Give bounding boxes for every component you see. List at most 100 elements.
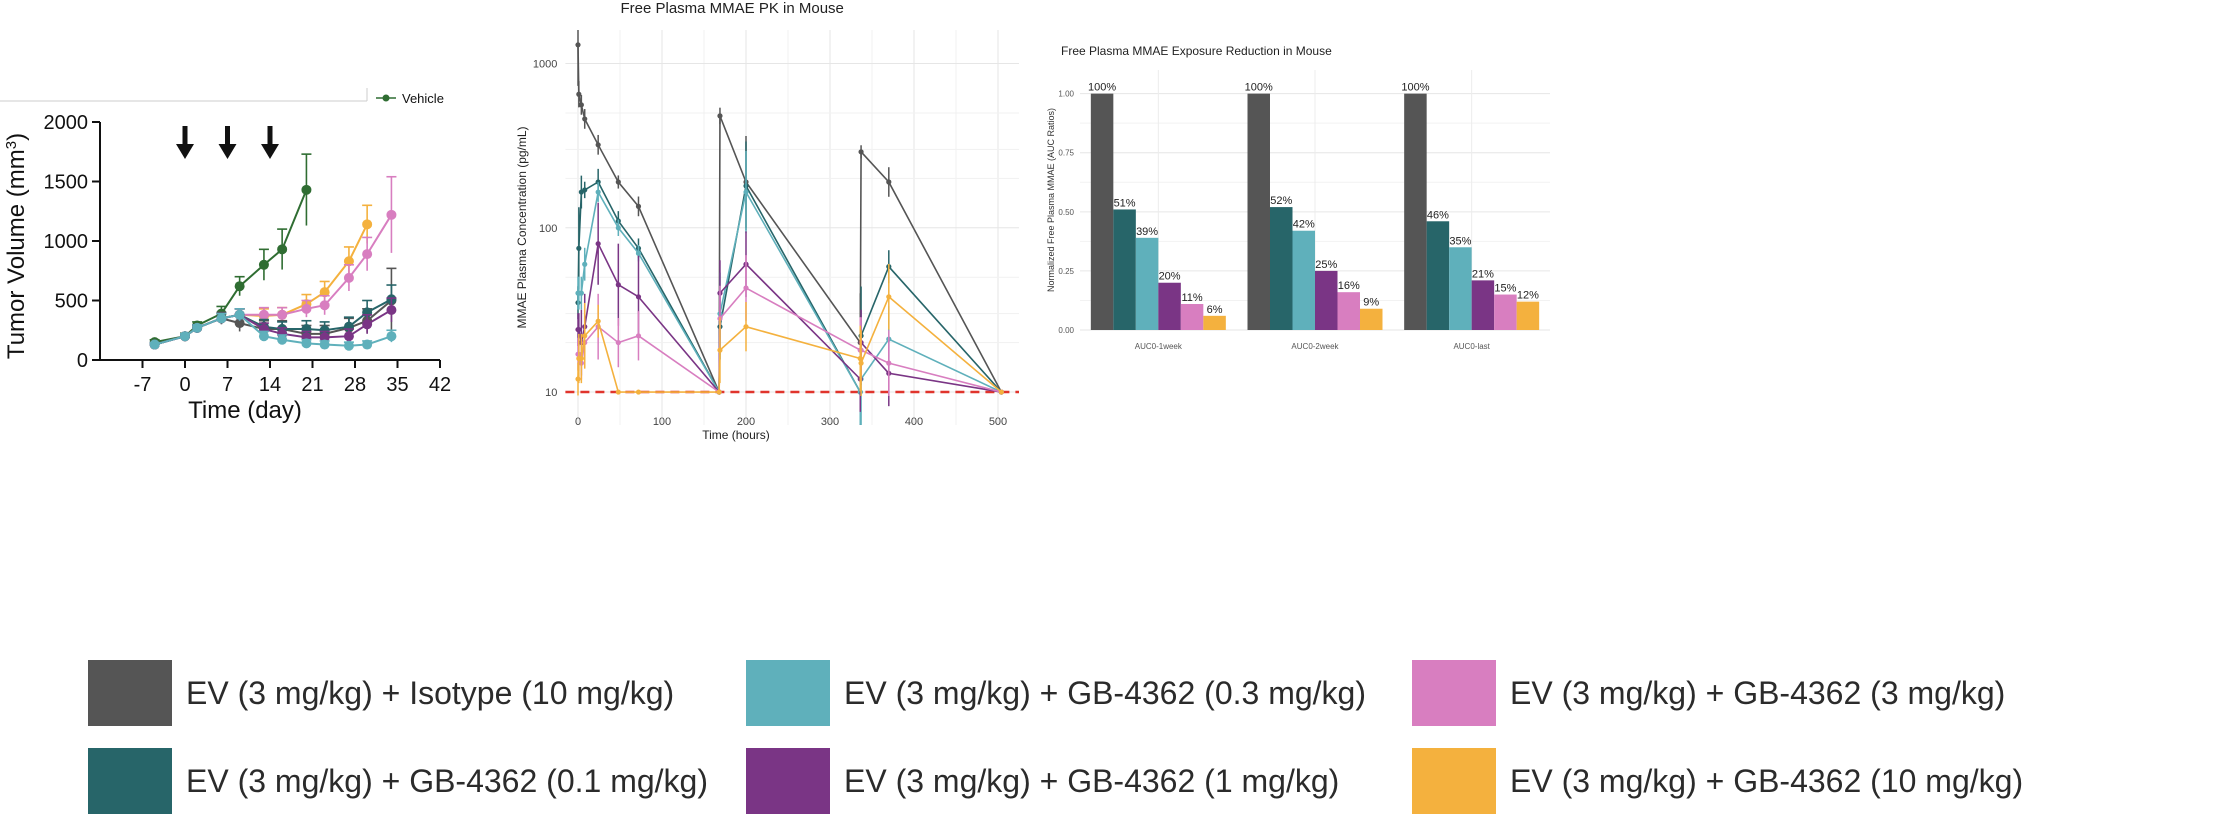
x-tick-label: 0 xyxy=(575,416,581,428)
data-point xyxy=(319,325,330,336)
data-point xyxy=(717,347,723,353)
data-point xyxy=(635,203,642,209)
data-point xyxy=(575,376,581,382)
y-tick-label: 0.50 xyxy=(1058,208,1074,217)
legend-swatch xyxy=(88,660,172,726)
bar xyxy=(1270,207,1293,330)
data-point xyxy=(319,287,330,298)
y-tick-label: 2000 xyxy=(44,112,89,134)
y-tick-label: 1.00 xyxy=(1058,90,1074,99)
data-point xyxy=(615,389,621,395)
inset-legend-label: Vehicle xyxy=(402,91,444,106)
data-point xyxy=(595,241,601,247)
legend-label: EV (3 mg/kg) + GB-4362 (0.3 mg/kg) xyxy=(844,674,1366,711)
bar-label: 16% xyxy=(1338,280,1360,292)
y-tick-label: 1500 xyxy=(44,172,89,194)
data-point xyxy=(998,389,1004,395)
data-point xyxy=(258,259,269,270)
legend-label: EV (3 mg/kg) + GB-4362 (0.1 mg/kg) xyxy=(186,762,708,799)
y-tick-label: 0.75 xyxy=(1058,149,1074,158)
data-point xyxy=(716,389,722,395)
bar-label: 21% xyxy=(1472,268,1494,280)
y-tick-label: 100 xyxy=(539,223,557,235)
y-axis-title: Tumor Volume (mm3) xyxy=(3,133,31,359)
inset-legend-marker xyxy=(382,94,390,102)
bar xyxy=(1516,301,1540,330)
data-point xyxy=(578,355,584,362)
data-point xyxy=(857,355,863,362)
y-tick-label: 0.25 xyxy=(1058,267,1074,276)
series-line xyxy=(577,44,1003,393)
data-point xyxy=(743,285,749,291)
data-point xyxy=(886,179,892,185)
grid xyxy=(565,30,1019,425)
bar xyxy=(1404,93,1427,331)
bar-label: 12% xyxy=(1517,290,1539,302)
data-point xyxy=(582,187,588,193)
bar-label: 35% xyxy=(1449,235,1471,247)
legend-item-gb10: EV (3 mg/kg) + GB-4362 (10 mg/kg) xyxy=(1412,746,2023,816)
data-point xyxy=(575,42,581,48)
legend-item-gb01: EV (3 mg/kg) + GB-4362 (0.1 mg/kg) xyxy=(88,746,708,816)
data-point xyxy=(595,179,601,185)
data-point xyxy=(362,219,373,230)
y-tick-label: 1000 xyxy=(533,59,557,71)
y-tick-label: 10 xyxy=(545,387,557,399)
series-line xyxy=(154,313,392,347)
x-tick-label: 300 xyxy=(821,416,839,428)
data-point xyxy=(386,331,397,342)
y-tick-label: 500 xyxy=(55,291,88,313)
bar xyxy=(1135,237,1159,330)
bar-label: 42% xyxy=(1293,219,1315,231)
data-point xyxy=(582,116,588,122)
legend-item-gb3: EV (3 mg/kg) + GB-4362 (3 mg/kg) xyxy=(1412,658,2005,728)
data-point xyxy=(386,305,397,316)
x-tick-label: AUC0-2week xyxy=(1291,342,1339,351)
bar xyxy=(1203,315,1226,330)
series-gb1 xyxy=(575,202,1004,412)
data-point xyxy=(343,331,354,342)
bar-label: 39% xyxy=(1136,226,1158,238)
legend-swatch xyxy=(88,748,172,814)
data-point xyxy=(595,189,601,195)
data-point xyxy=(319,339,330,350)
legend-swatch xyxy=(746,748,830,814)
bar-label: 11% xyxy=(1181,292,1202,304)
chart-title: Free Plasma MMAE Exposure Reduction in M… xyxy=(1061,44,1332,58)
x-tick-label: 14 xyxy=(259,374,281,396)
x-axis-title: Time (day) xyxy=(188,397,302,424)
x-tick-label: 42 xyxy=(429,374,451,396)
data-point xyxy=(635,250,642,256)
data-point xyxy=(595,318,601,324)
bar xyxy=(1494,294,1517,330)
x-tick-label: 100 xyxy=(653,416,671,428)
bar-label: 25% xyxy=(1315,259,1337,271)
data-point xyxy=(258,331,269,342)
data-point xyxy=(319,332,330,343)
legend-item-isotype: EV (3 mg/kg) + Isotype (10 mg/kg) xyxy=(88,658,674,728)
data-point xyxy=(319,300,330,311)
series-gb10 xyxy=(575,263,1004,396)
bar-label: 6% xyxy=(1207,304,1223,316)
chart-title: Free Plasma MMAE PK in Mouse xyxy=(620,0,843,17)
dosing-arrow-head xyxy=(261,144,279,159)
data-point xyxy=(635,333,642,339)
data-point xyxy=(234,309,245,320)
bar-label: 20% xyxy=(1159,271,1181,283)
legend-label: EV (3 mg/kg) + GB-4362 (3 mg/kg) xyxy=(1510,674,2006,711)
x-tick-label: AUC0-1week xyxy=(1135,342,1183,351)
data-point xyxy=(258,309,269,320)
data-point xyxy=(582,261,588,267)
bar xyxy=(1090,93,1114,331)
bar xyxy=(1337,292,1360,330)
data-point xyxy=(362,339,373,350)
dosing-arrow-head xyxy=(218,144,237,159)
y-tick-label: 0.00 xyxy=(1058,326,1074,335)
x-tick-label: 7 xyxy=(222,374,233,396)
data-point xyxy=(362,249,373,260)
data-point xyxy=(301,338,312,349)
data-point xyxy=(216,313,227,324)
bar xyxy=(1449,247,1472,330)
legend-label: EV (3 mg/kg) + Isotype (10 mg/kg) xyxy=(186,674,675,711)
x-tick-label: 35 xyxy=(386,374,408,396)
